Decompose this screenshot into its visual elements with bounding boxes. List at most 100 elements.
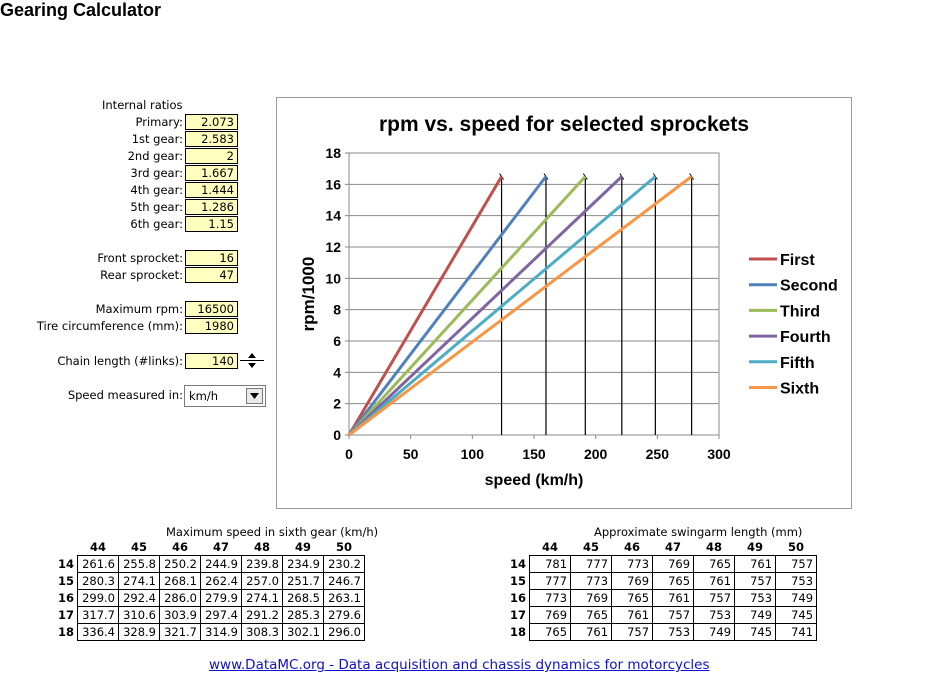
table-cell[interactable]: 765 bbox=[693, 555, 736, 573]
table-cell[interactable]: 753 bbox=[693, 606, 736, 624]
table-cell[interactable]: 741 bbox=[775, 623, 818, 641]
gear2-ratio-cell[interactable]: 2 bbox=[185, 148, 238, 164]
table-row-header: 15 bbox=[510, 574, 527, 588]
tire-circumference-cell[interactable]: 1980 bbox=[185, 318, 238, 334]
table-cell[interactable]: 769 bbox=[652, 555, 695, 573]
table-cell[interactable]: 761 bbox=[693, 572, 736, 590]
spinner-down-button[interactable] bbox=[240, 361, 264, 371]
table-cell[interactable]: 286.0 bbox=[159, 589, 202, 607]
speed-unit-select[interactable]: km/h bbox=[184, 385, 266, 407]
table-cell[interactable]: 262.4 bbox=[200, 572, 243, 590]
table-cell[interactable]: 769 bbox=[529, 606, 572, 624]
table-cell[interactable]: 279.6 bbox=[323, 606, 366, 624]
table-column-header: 45 bbox=[131, 540, 148, 554]
table-cell[interactable]: 317.7 bbox=[77, 606, 120, 624]
table-cell[interactable]: 280.3 bbox=[77, 572, 120, 590]
table-cell[interactable]: 765 bbox=[611, 589, 654, 607]
table-cell[interactable]: 303.9 bbox=[159, 606, 202, 624]
table-cell[interactable]: 757 bbox=[775, 555, 818, 573]
spinner-up-button[interactable] bbox=[240, 350, 264, 360]
table-cell[interactable]: 321.7 bbox=[159, 623, 202, 641]
table-cell[interactable]: 769 bbox=[611, 572, 654, 590]
table-cell[interactable]: 745 bbox=[775, 606, 818, 624]
table-cell[interactable]: 302.1 bbox=[282, 623, 325, 641]
table-cell[interactable]: 773 bbox=[529, 589, 572, 607]
table-cell[interactable]: 285.3 bbox=[282, 606, 325, 624]
speed-unit-label: Speed measured in: bbox=[67, 388, 183, 402]
table-cell[interactable]: 250.2 bbox=[159, 555, 202, 573]
table-cell[interactable]: 753 bbox=[734, 589, 777, 607]
table-cell[interactable]: 299.0 bbox=[77, 589, 120, 607]
table-cell[interactable]: 761 bbox=[570, 623, 613, 641]
y-tick-label: 6 bbox=[333, 333, 341, 349]
table-cell[interactable]: 761 bbox=[734, 555, 777, 573]
table-cell[interactable]: 773 bbox=[570, 572, 613, 590]
table-row: 16 773 769 765 761 757 753 749 bbox=[510, 589, 818, 607]
gear3-ratio-cell[interactable]: 1.667 bbox=[185, 165, 238, 181]
table-cell[interactable]: 757 bbox=[734, 572, 777, 590]
table-row-header: 15 bbox=[58, 574, 75, 588]
table-cell[interactable]: 328.9 bbox=[118, 623, 161, 641]
table-cell[interactable]: 292.4 bbox=[118, 589, 161, 607]
table-cell[interactable]: 761 bbox=[611, 606, 654, 624]
datamc-footer-link[interactable]: www.DataMC.org - Data acquisition and ch… bbox=[209, 657, 710, 673]
speed-unit-dropdown-button[interactable] bbox=[246, 388, 263, 404]
table-cell[interactable]: 757 bbox=[611, 623, 654, 641]
table-cell[interactable]: 230.2 bbox=[323, 555, 366, 573]
gear4-ratio-cell[interactable]: 1.444 bbox=[185, 182, 238, 198]
gear6-ratio-cell[interactable]: 1.15 bbox=[185, 216, 238, 232]
table-cell[interactable]: 268.1 bbox=[159, 572, 202, 590]
table-cell[interactable]: 749 bbox=[734, 606, 777, 624]
table-cell[interactable]: 757 bbox=[693, 589, 736, 607]
table-cell[interactable]: 274.1 bbox=[241, 589, 284, 607]
table-row-header: 16 bbox=[510, 591, 527, 605]
table-cell[interactable]: 314.9 bbox=[200, 623, 243, 641]
table-cell[interactable]: 308.3 bbox=[241, 623, 284, 641]
table-cell[interactable]: 255.8 bbox=[118, 555, 161, 573]
table-cell[interactable]: 777 bbox=[529, 572, 572, 590]
table-cell[interactable]: 753 bbox=[775, 572, 818, 590]
table-cell[interactable]: 279.9 bbox=[200, 589, 243, 607]
table-cell[interactable]: 757 bbox=[652, 606, 695, 624]
table-cell[interactable]: 257.0 bbox=[241, 572, 284, 590]
table-cell[interactable]: 773 bbox=[611, 555, 654, 573]
primary-ratio-cell[interactable]: 2.073 bbox=[185, 114, 238, 130]
table-cell[interactable]: 765 bbox=[529, 623, 572, 641]
table-cell[interactable]: 246.7 bbox=[323, 572, 366, 590]
table-cell[interactable]: 765 bbox=[570, 606, 613, 624]
table-row-header: 18 bbox=[510, 625, 527, 639]
table-cell[interactable]: 244.9 bbox=[200, 555, 243, 573]
legend-label-fifth: Fifth bbox=[780, 355, 815, 372]
table-cell[interactable]: 310.6 bbox=[118, 606, 161, 624]
table-cell[interactable]: 251.7 bbox=[282, 572, 325, 590]
table-cell[interactable]: 261.6 bbox=[77, 555, 120, 573]
table-cell[interactable]: 268.5 bbox=[282, 589, 325, 607]
gear5-ratio-cell[interactable]: 1.286 bbox=[185, 199, 238, 215]
rear-sprocket-label: Rear sprocket: bbox=[100, 268, 183, 282]
table-cell[interactable]: 753 bbox=[652, 623, 695, 641]
max-rpm-cell[interactable]: 16500 bbox=[185, 301, 238, 317]
table-cell[interactable]: 336.4 bbox=[77, 623, 120, 641]
gear1-ratio-cell[interactable]: 2.583 bbox=[185, 131, 238, 147]
rear-sprocket-cell[interactable]: 47 bbox=[185, 267, 238, 283]
table-cell[interactable]: 761 bbox=[652, 589, 695, 607]
chain-length-spinner[interactable] bbox=[240, 350, 264, 371]
table-cell[interactable]: 297.4 bbox=[200, 606, 243, 624]
table-cell[interactable]: 296.0 bbox=[323, 623, 366, 641]
table-cell[interactable]: 749 bbox=[693, 623, 736, 641]
table-cell[interactable]: 291.2 bbox=[241, 606, 284, 624]
table-cell[interactable]: 765 bbox=[652, 572, 695, 590]
table-cell[interactable]: 781 bbox=[529, 555, 572, 573]
table-cell[interactable]: 749 bbox=[775, 589, 818, 607]
front-sprocket-cell[interactable]: 16 bbox=[185, 250, 238, 266]
chain-length-cell[interactable]: 140 bbox=[185, 353, 238, 369]
table-cell[interactable]: 745 bbox=[734, 623, 777, 641]
table-cell[interactable]: 274.1 bbox=[118, 572, 161, 590]
table-cell[interactable]: 769 bbox=[570, 589, 613, 607]
table-column-header: 50 bbox=[336, 540, 353, 554]
table-cell[interactable]: 777 bbox=[570, 555, 613, 573]
table-cell[interactable]: 234.9 bbox=[282, 555, 325, 573]
table-cell[interactable]: 239.8 bbox=[241, 555, 284, 573]
table-cell[interactable]: 263.1 bbox=[323, 589, 366, 607]
table-row: 14 781 777 773 769 765 761 757 bbox=[510, 555, 818, 573]
